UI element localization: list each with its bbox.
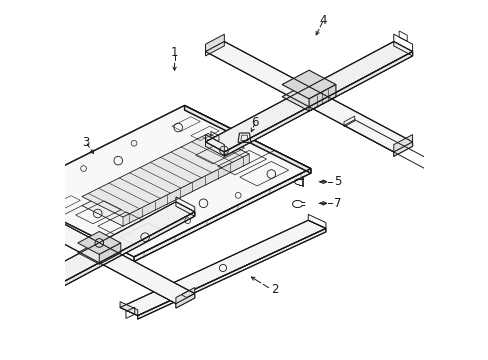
Polygon shape (393, 135, 412, 156)
Polygon shape (176, 288, 194, 308)
Polygon shape (120, 220, 325, 316)
Polygon shape (282, 70, 335, 99)
Polygon shape (205, 41, 412, 152)
Text: 7: 7 (333, 197, 341, 210)
Polygon shape (99, 243, 121, 264)
Polygon shape (78, 231, 121, 255)
Polygon shape (138, 229, 325, 319)
Text: 6: 6 (251, 116, 259, 129)
Polygon shape (78, 241, 121, 264)
Text: 5: 5 (333, 175, 341, 188)
Polygon shape (282, 82, 335, 111)
Polygon shape (134, 168, 310, 262)
Polygon shape (123, 154, 249, 226)
Polygon shape (393, 142, 412, 156)
Polygon shape (4, 202, 194, 303)
Polygon shape (205, 34, 224, 56)
Text: 2: 2 (271, 283, 278, 296)
Polygon shape (176, 294, 194, 308)
Polygon shape (8, 105, 310, 257)
Polygon shape (4, 196, 22, 216)
Polygon shape (22, 212, 194, 308)
Polygon shape (4, 202, 194, 303)
Polygon shape (82, 134, 249, 217)
Polygon shape (308, 85, 335, 111)
Text: 3: 3 (82, 136, 89, 149)
Polygon shape (184, 105, 310, 173)
Polygon shape (82, 143, 249, 226)
Text: 4: 4 (319, 14, 326, 27)
Polygon shape (205, 41, 412, 152)
Polygon shape (224, 51, 412, 156)
Text: 1: 1 (170, 46, 178, 59)
Polygon shape (120, 302, 138, 316)
